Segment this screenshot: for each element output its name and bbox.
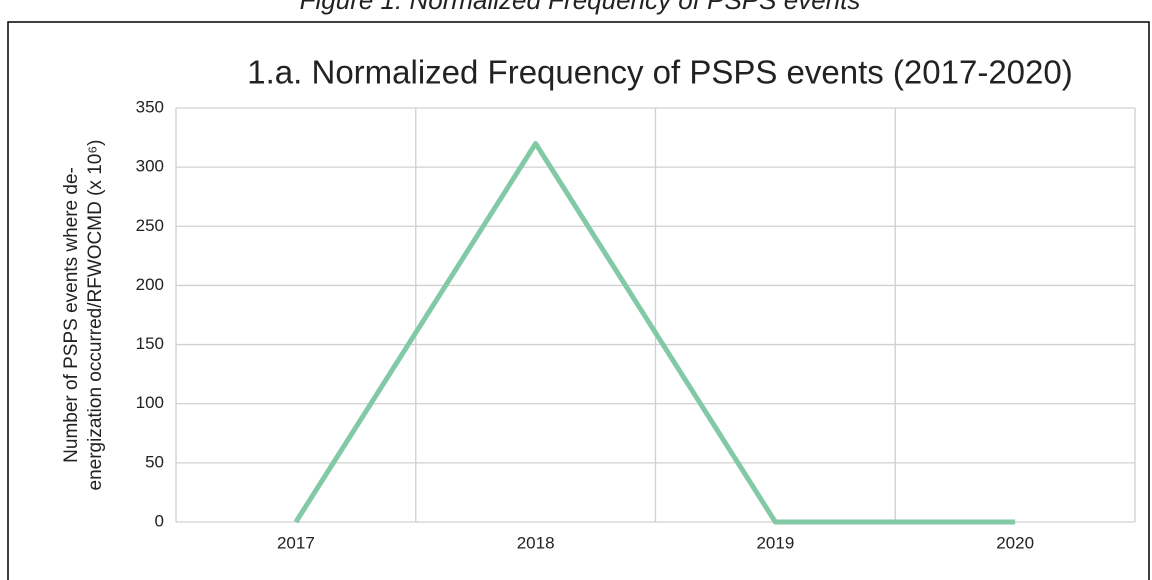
chart-title: 1.a. Normalized Frequency of PSPS events… (247, 54, 1072, 91)
x-tick-label: 2017 (277, 533, 315, 552)
caption: Figure 1: Normalized Frequency of PSPS e… (300, 0, 861, 15)
y-label-line: Number of PSPS events where de- (61, 167, 82, 463)
y-tick-label: 250 (136, 216, 164, 235)
y-tick-label: 100 (136, 393, 164, 412)
y-tick-label: 150 (136, 334, 164, 353)
line-series (293, 140, 1016, 525)
y-axis-label: Number of PSPS events where de- energiza… (61, 140, 106, 491)
y-label-line: energization occurred/RFWOCMD (x 10⁶) (85, 140, 106, 491)
y-tick-label: 300 (136, 157, 164, 176)
y-tick-label: 50 (145, 452, 164, 471)
x-tick-label: 2019 (756, 533, 794, 552)
y-tick-label: 350 (136, 97, 164, 116)
y-tick-label: 200 (136, 275, 164, 294)
y-tick-label: 0 (155, 511, 164, 530)
x-tick-label: 2018 (517, 533, 555, 552)
x-tick-label: 2020 (996, 533, 1034, 552)
chart-frame (7, 21, 1150, 580)
